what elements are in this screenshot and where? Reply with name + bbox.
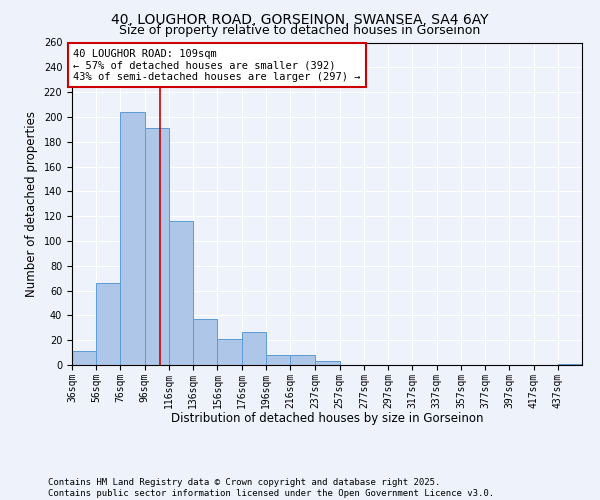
- Bar: [242, 332, 266, 365]
- Y-axis label: Number of detached properties: Number of detached properties: [25, 111, 38, 296]
- Text: 40, LOUGHOR ROAD, GORSEINON, SWANSEA, SA4 6AY: 40, LOUGHOR ROAD, GORSEINON, SWANSEA, SA…: [111, 12, 489, 26]
- Bar: [316, 362, 340, 365]
- Text: 40 LOUGHOR ROAD: 109sqm
← 57% of detached houses are smaller (392)
43% of semi-d: 40 LOUGHOR ROAD: 109sqm ← 57% of detache…: [73, 48, 361, 82]
- Bar: [72, 352, 96, 365]
- Bar: [96, 283, 121, 365]
- Bar: [290, 355, 316, 365]
- Bar: [266, 355, 290, 365]
- Text: Contains HM Land Registry data © Crown copyright and database right 2025.
Contai: Contains HM Land Registry data © Crown c…: [48, 478, 494, 498]
- X-axis label: Distribution of detached houses by size in Gorseinon: Distribution of detached houses by size …: [171, 412, 483, 425]
- Bar: [217, 339, 242, 365]
- Bar: [145, 128, 169, 365]
- Bar: [121, 112, 145, 365]
- Bar: [193, 319, 217, 365]
- Bar: [558, 364, 582, 365]
- Text: Size of property relative to detached houses in Gorseinon: Size of property relative to detached ho…: [119, 24, 481, 37]
- Bar: [169, 221, 193, 365]
